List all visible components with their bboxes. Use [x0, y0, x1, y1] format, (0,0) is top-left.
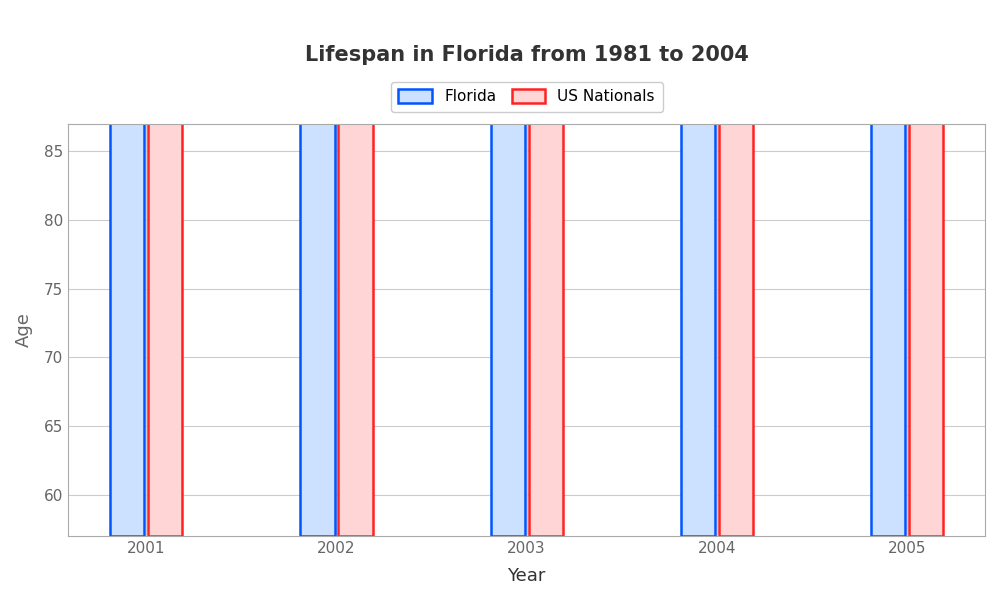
Bar — [909, 0, 943, 536]
Legend: Florida, US Nationals: Florida, US Nationals — [391, 82, 663, 112]
Bar — [491, 0, 525, 536]
Bar — [719, 0, 753, 536]
Bar — [871, 0, 905, 536]
Bar — [529, 0, 563, 536]
X-axis label: Year: Year — [507, 567, 546, 585]
Bar — [681, 0, 715, 536]
Bar — [148, 0, 182, 536]
Bar — [300, 0, 335, 536]
Bar — [338, 0, 373, 536]
Y-axis label: Age: Age — [15, 313, 33, 347]
Bar — [110, 0, 144, 536]
Title: Lifespan in Florida from 1981 to 2004: Lifespan in Florida from 1981 to 2004 — [305, 45, 749, 65]
